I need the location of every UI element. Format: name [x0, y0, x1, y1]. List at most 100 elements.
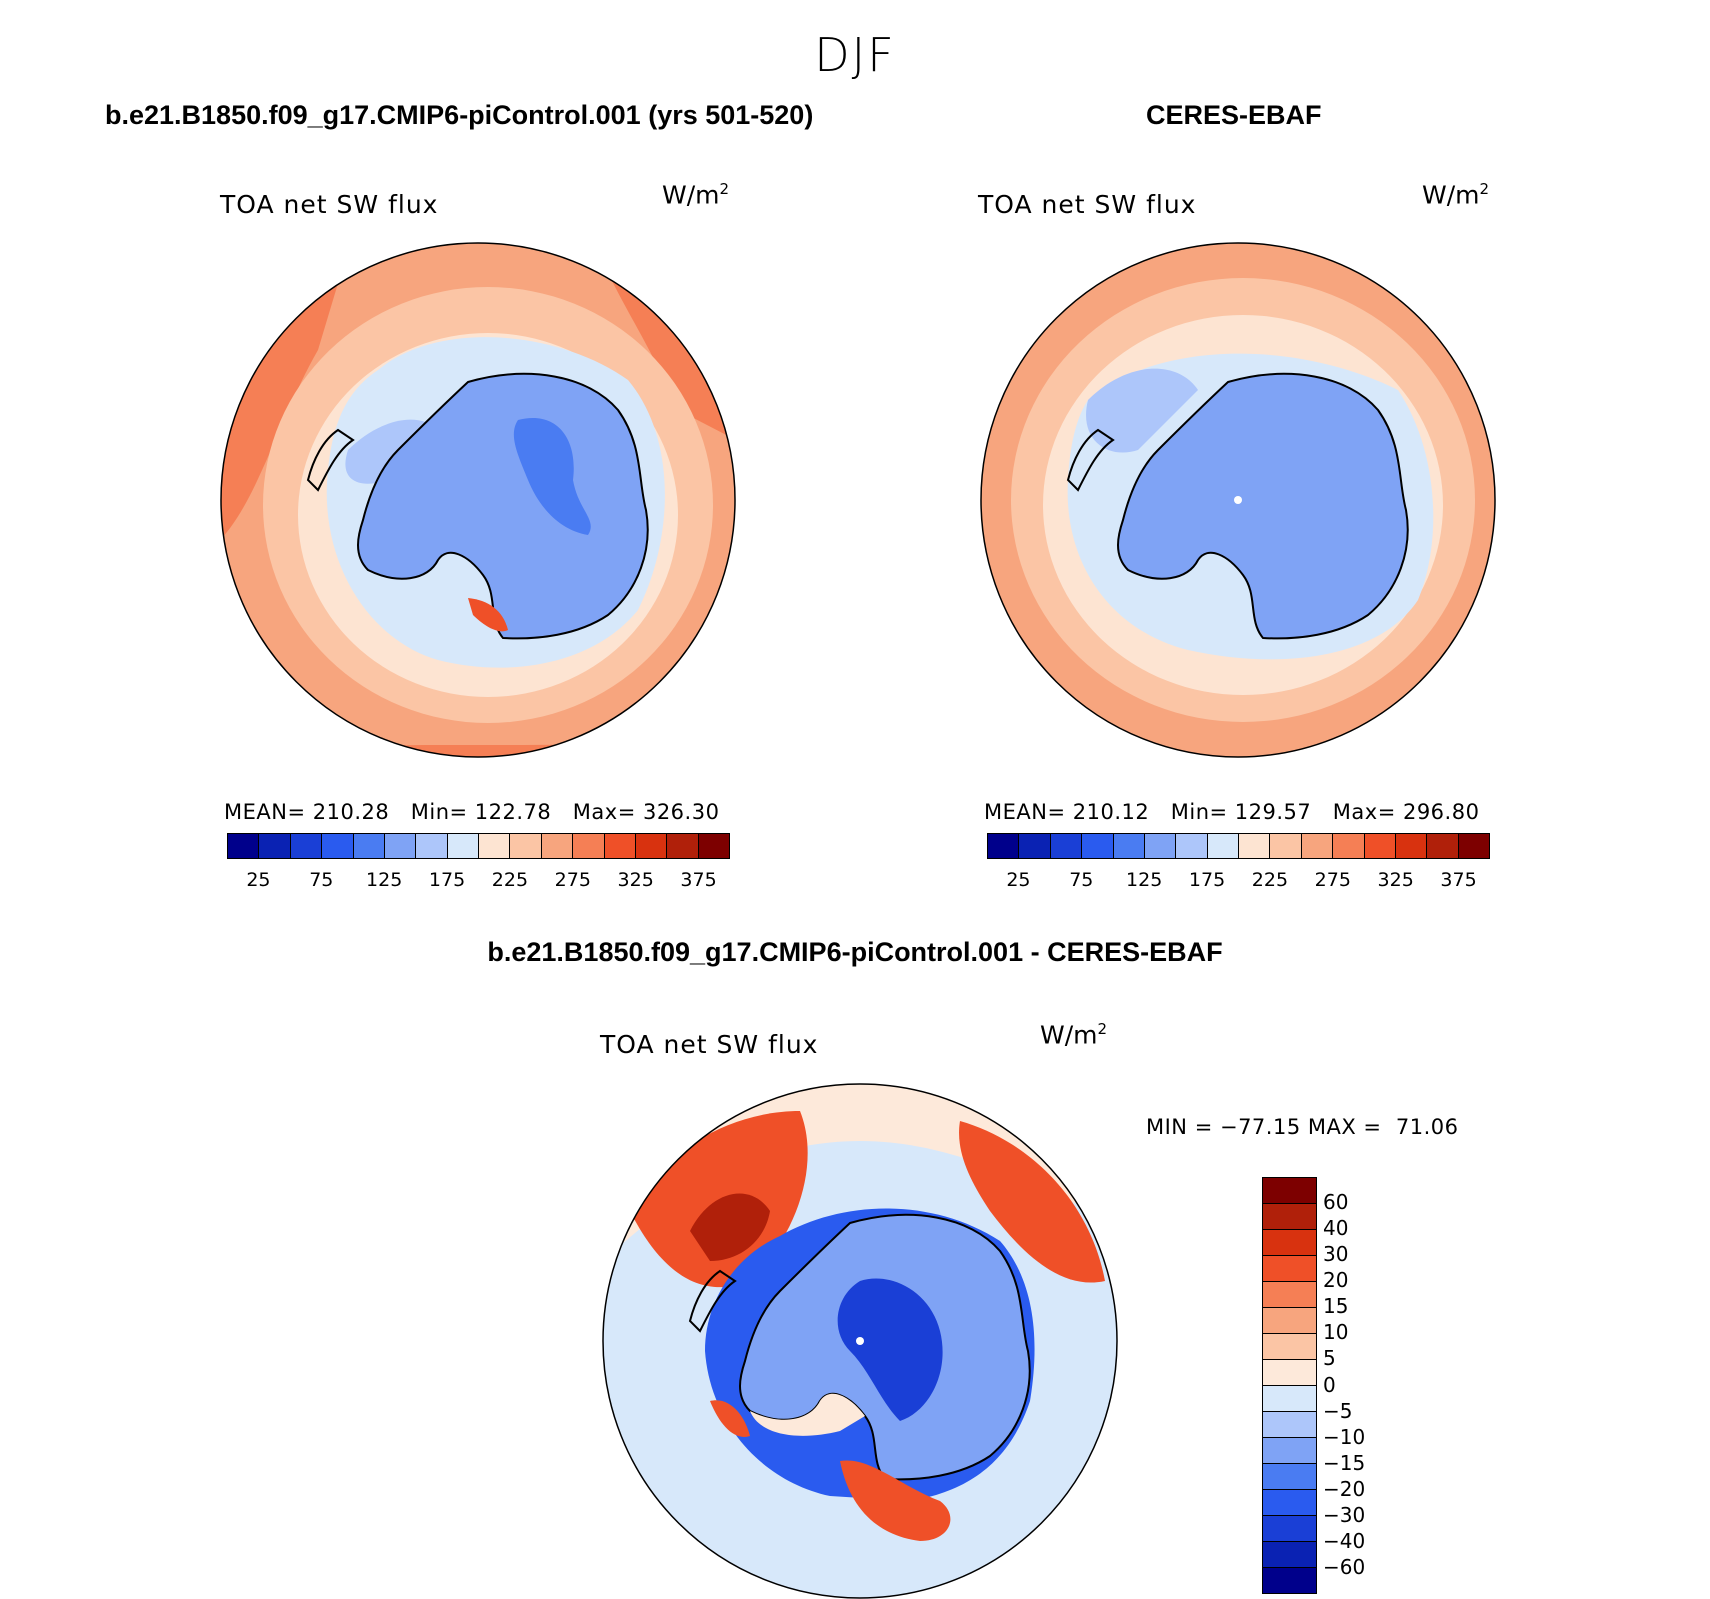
colorbar-swatch: [228, 834, 260, 858]
colorbar-swatch: [1458, 834, 1489, 858]
colorbar-swatch: [541, 834, 574, 858]
diff-units-label: W/m2: [1040, 1020, 1108, 1050]
colorbar-swatch: [1301, 834, 1334, 858]
colorbar-swatch: [1263, 1516, 1316, 1542]
colorbar-tick-label: 30: [1323, 1242, 1349, 1267]
diff-variable-label: TOA net SW flux: [600, 1030, 819, 1059]
colorbar-swatch: [1263, 1464, 1316, 1490]
colorbar-swatch: [573, 834, 605, 858]
hot-patch: [468, 598, 508, 632]
colorbar-tick-label: −30: [1323, 1502, 1366, 1527]
antarctica-coast: [1117, 372, 1409, 640]
colorbar-swatch: [604, 834, 636, 858]
colorbar-swatch: [1395, 834, 1428, 858]
colorbar-tick-label: 225: [1251, 869, 1289, 891]
colorbar-swatch: [1270, 834, 1302, 858]
colorbar-swatch: [1263, 1386, 1316, 1412]
warm-patch: [598, 250, 735, 440]
colorbar-swatch: [1263, 1334, 1316, 1360]
colorbar-tick-label: 75: [309, 869, 334, 891]
colorbar-tick-label: 125: [1126, 869, 1163, 891]
colorbar-swatch: [1364, 834, 1396, 858]
colorbar-swatch: [988, 834, 1020, 858]
strong-positive: [840, 1460, 951, 1541]
colorbar-tick-label: −20: [1323, 1476, 1366, 1501]
model-variable-label: TOA net SW flux: [220, 190, 439, 219]
colorbar-swatch: [1113, 834, 1145, 858]
colorbar-swatch: [447, 834, 479, 858]
obs-colorbar: [987, 833, 1490, 859]
colorbar-swatch: [353, 834, 385, 858]
diff-polar-map: [602, 1083, 1118, 1599]
pole-hole: [856, 1337, 864, 1345]
colorbar-swatch: [1144, 834, 1177, 858]
colorbar-swatch: [290, 834, 323, 858]
colorbar-tick-label: 175: [1188, 869, 1226, 891]
figure-title: DJF: [814, 28, 896, 82]
colorbar-swatch: [416, 834, 448, 858]
colorbar-swatch: [698, 834, 729, 858]
colorbar-tick-label: 175: [428, 869, 466, 891]
colorbar-swatch: [510, 834, 542, 858]
diff-stats: MIN = −77.15 MAX = 71.06: [1146, 1115, 1459, 1139]
obs-polar-map: [980, 242, 1496, 758]
east-antarctic-plateau: [513, 418, 591, 535]
obs-stats: MEAN= 210.12 Min= 129.57 Max= 296.80: [984, 800, 1480, 824]
colorbar-tick-label: 25: [1006, 869, 1031, 891]
map-boundary: [220, 242, 736, 758]
colorbar-swatch: [1263, 1438, 1316, 1464]
colorbar-tick-label: 325: [1377, 869, 1414, 891]
obs-panel-title: CERES-EBAF: [1146, 100, 1322, 130]
obs-units-label: W/m2: [1422, 180, 1490, 210]
colorbar-tick-label: 275: [1314, 869, 1351, 891]
colorbar-tick-label: −10: [1323, 1424, 1366, 1449]
antarctic-peninsula: [1066, 428, 1115, 492]
model-units-label: W/m2: [662, 180, 730, 210]
strong-positive: [710, 1400, 750, 1437]
colorbar-tick-label: 20: [1323, 1268, 1349, 1293]
colorbar-tick-label: 275: [554, 869, 591, 891]
colorbar-swatch: [1263, 1256, 1316, 1282]
colorbar-swatch: [1263, 1568, 1316, 1593]
colorbar-tick-label: 15: [1323, 1294, 1349, 1319]
colorbar-swatch: [1263, 1490, 1316, 1516]
model-colorbar: [227, 833, 730, 859]
colorbar-swatch: [1239, 834, 1271, 858]
strong-positive: [959, 1121, 1105, 1283]
colorbar-tick-label: 60: [1323, 1190, 1349, 1215]
colorbar-swatch: [1427, 834, 1459, 858]
colorbar-swatch: [1263, 1282, 1316, 1308]
colorbar-swatch: [1263, 1204, 1316, 1230]
diff-colorbar: [1262, 1177, 1317, 1594]
model-polar-map: [220, 242, 736, 758]
colorbar-tick-label: −15: [1323, 1450, 1366, 1475]
colorbar-swatch: [384, 834, 417, 858]
colorbar-tick-label: 10: [1323, 1320, 1349, 1345]
map-boundary: [980, 242, 1496, 758]
strong-positive: [630, 1111, 808, 1288]
colorbar-tick-label: 5: [1323, 1346, 1336, 1371]
colorbar-swatch: [1263, 1542, 1316, 1568]
colorbar-swatch: [635, 834, 668, 858]
colorbar-swatch: [1263, 1230, 1316, 1256]
colorbar-tick-label: 0: [1323, 1372, 1336, 1397]
map-boundary: [602, 1083, 1118, 1599]
very-strong-positive: [690, 1193, 770, 1261]
antarctic-peninsula: [306, 428, 355, 492]
ice-shelf-area: [1086, 368, 1198, 453]
colorbar-swatch: [322, 834, 354, 858]
strong-negative: [837, 1278, 943, 1421]
colorbar-tick-label: −40: [1323, 1528, 1366, 1553]
colorbar-swatch: [1050, 834, 1083, 858]
colorbar-tick-label: −5: [1323, 1398, 1353, 1423]
colorbar-swatch: [1176, 834, 1208, 858]
colorbar-swatch: [1263, 1412, 1316, 1438]
colorbar-swatch: [1263, 1308, 1316, 1334]
colorbar-tick-label: 225: [491, 869, 529, 891]
colorbar-tick-label: 375: [1440, 869, 1477, 891]
positive-region: [750, 1393, 865, 1436]
colorbar-tick-label: 125: [366, 869, 403, 891]
colorbar-swatch: [479, 834, 511, 858]
colorbar-swatch: [667, 834, 699, 858]
antarctic-peninsula: [688, 1269, 737, 1333]
